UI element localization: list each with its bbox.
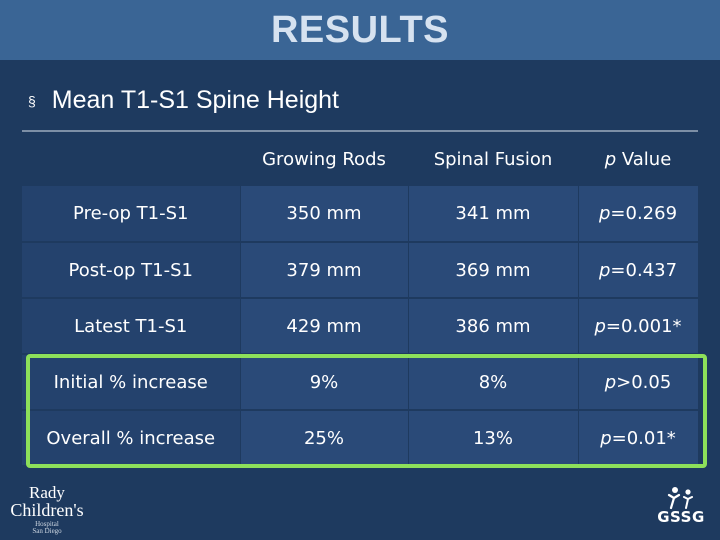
results-table: Growing Rods Spinal Fusion p Value Pre-o… xyxy=(22,132,699,467)
table-row: Pre-op T1-S1 350 mm 341 mm p=0.269 xyxy=(22,186,699,243)
p-number: =0.01* xyxy=(611,427,676,449)
spinal-fusion-cell: 13% xyxy=(408,410,579,467)
p-symbol: p xyxy=(594,315,606,337)
p-number: >0.05 xyxy=(616,371,672,393)
spinal-fusion-cell: 369 mm xyxy=(408,242,579,299)
p-value-cell: p=0.01* xyxy=(578,410,699,467)
p-value-cell: p=0.437 xyxy=(578,242,699,299)
table-row: Initial % increase 9% 8% p>0.05 xyxy=(22,354,699,411)
header-cell-empty xyxy=(22,132,240,186)
spinal-fusion-cell: 8% xyxy=(408,354,579,411)
logo-line-2: Children's xyxy=(10,500,84,520)
header-p-symbol: p xyxy=(604,148,617,170)
p-number: =0.269 xyxy=(610,203,678,224)
p-value-cell: p=0.001* xyxy=(578,298,699,355)
growing-rods-cell: 379 mm xyxy=(240,242,409,299)
divider xyxy=(22,130,698,132)
growing-rods-cell: 350 mm xyxy=(240,186,409,243)
row-label: Overall % increase xyxy=(22,410,241,467)
p-number: =0.001* xyxy=(605,315,682,337)
bullet-point: § Mean T1-S1 Spine Height xyxy=(28,84,339,116)
row-label: Post-op T1-S1 xyxy=(22,242,241,299)
row-label: Initial % increase xyxy=(22,354,241,411)
table-row: Overall % increase 25% 13% p=0.01* xyxy=(22,410,699,467)
growing-rods-cell: 429 mm xyxy=(240,298,409,355)
table-header-row: Growing Rods Spinal Fusion p Value xyxy=(22,132,698,186)
slide-title: RESULTS xyxy=(270,8,450,51)
p-symbol: p xyxy=(598,203,611,224)
gssg-text: GSSG xyxy=(657,508,705,526)
header-growing-rods: Growing Rods xyxy=(240,132,408,186)
gssg-logo: GSSG xyxy=(644,486,718,538)
header-p-text: Value xyxy=(621,148,672,170)
spinal-fusion-cell: 386 mm xyxy=(408,298,579,355)
p-value-cell: p=0.269 xyxy=(578,186,699,243)
p-number: =0.437 xyxy=(610,259,678,281)
header-p-value: p Value xyxy=(578,132,698,186)
spinal-fusion-cell: 341 mm xyxy=(408,186,579,243)
p-symbol: p xyxy=(600,427,612,449)
p-symbol: p xyxy=(598,259,611,281)
logo-line-3: Hospital xyxy=(35,520,59,528)
growing-rods-cell: 9% xyxy=(240,354,409,411)
logo-line-4: San Diego xyxy=(32,527,62,535)
p-value-cell: p>0.05 xyxy=(578,354,699,411)
rady-childrens-logo: Rady Children's Hospital San Diego xyxy=(4,484,90,538)
table-row: Post-op T1-S1 379 mm 369 mm p=0.437 xyxy=(22,242,699,299)
row-label: Latest T1-S1 xyxy=(22,298,241,355)
bullet-text: Mean T1-S1 Spine Height xyxy=(51,85,340,114)
growing-rods-cell: 25% xyxy=(240,410,409,467)
figures-logo-icon xyxy=(667,487,693,510)
logo-line-1: Rady xyxy=(29,483,65,502)
bullet-icon: § xyxy=(28,93,36,109)
title-bar: RESULTS xyxy=(0,0,720,60)
table-row: Latest T1-S1 429 mm 386 mm p=0.001* xyxy=(22,298,699,355)
row-label: Pre-op T1-S1 xyxy=(22,186,241,243)
p-symbol: p xyxy=(604,371,617,393)
header-spinal-fusion: Spinal Fusion xyxy=(408,132,578,186)
